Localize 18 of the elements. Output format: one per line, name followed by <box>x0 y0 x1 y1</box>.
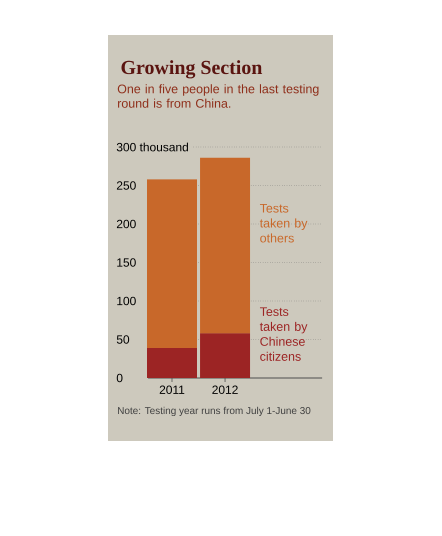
y-tick-label: 100 <box>117 296 136 306</box>
x-tick-label: 2012 <box>212 386 238 394</box>
chart-title: Growing Section <box>121 60 262 78</box>
bar <box>147 179 197 348</box>
y-tick-label: 200 <box>116 220 136 228</box>
bar <box>147 348 197 378</box>
series-label: Tests taken by others <box>260 204 308 243</box>
text: Note: Testing year runs from July 1-June 30 <box>118 406 310 416</box>
y-tick-label: 250 <box>116 181 136 190</box>
chart-subtitle: One in five people in the last testing round is from China. <box>118 84 318 108</box>
bar <box>200 333 250 378</box>
bar <box>200 158 250 334</box>
series-label: Tests taken by Chinese citizens <box>260 307 308 361</box>
y-tick-label: 300 thousand <box>116 142 188 152</box>
y-tick-label: 150 <box>117 258 136 267</box>
x-tick-label: 2011 <box>160 386 184 394</box>
y-tick-label: 0 <box>116 374 123 382</box>
y-tick-label: 50 <box>116 335 130 344</box>
